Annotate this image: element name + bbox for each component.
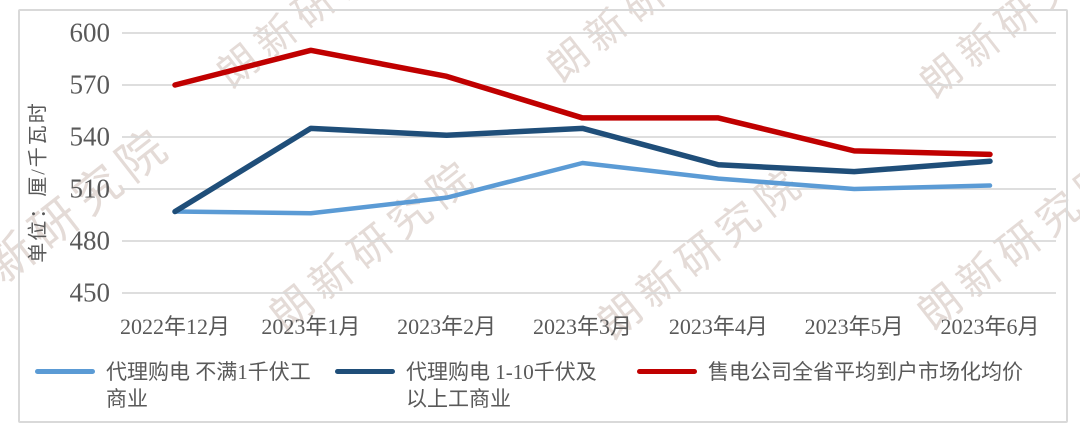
y-tick-label-540: 540 — [69, 121, 111, 152]
legend-line-swatch-0 — [35, 369, 95, 374]
legend-item-0: 代理购电 不满1千伏工 商业 — [35, 359, 311, 413]
x-tick-label-1: 2023年1月 — [261, 314, 361, 339]
series-line-2 — [172, 47, 993, 158]
legend-item-1: 代理购电 1-10千伏及 以上工商业 — [335, 359, 597, 413]
x-tick-label-4: 2023年4月 — [668, 314, 768, 339]
x-tick-label-5: 2023年5月 — [804, 314, 904, 339]
y-tick-label-450: 450 — [69, 277, 111, 308]
legend-label-0: 代理购电 不满1千伏工 商业 — [106, 360, 311, 411]
legend-label-2: 售电公司全省平均到户市场化均价 — [708, 360, 1023, 384]
legend-item-2: 售电公司全省平均到户市场化均价 — [637, 359, 1023, 386]
y-tick-label-570: 570 — [69, 69, 111, 100]
y-tick-label-480: 480 — [69, 225, 111, 256]
legend-line-swatch-2 — [637, 369, 697, 374]
x-tick-label-3: 2023年3月 — [532, 314, 633, 339]
series-line-1 — [172, 125, 993, 215]
x-tick-label-6: 2023年6月 — [940, 314, 1040, 339]
x-tick-label-2: 2023年2月 — [397, 314, 497, 339]
y-tick-label-510: 510 — [69, 173, 111, 204]
legend-label-1: 代理购电 1-10千伏及 以上工商业 — [406, 360, 597, 411]
legend-line-swatch-1 — [335, 369, 395, 374]
series-line-0 — [172, 160, 993, 216]
x-tick-label-0: 2022年12月 — [119, 314, 231, 339]
y-tick-label-600: 600 — [69, 17, 111, 48]
